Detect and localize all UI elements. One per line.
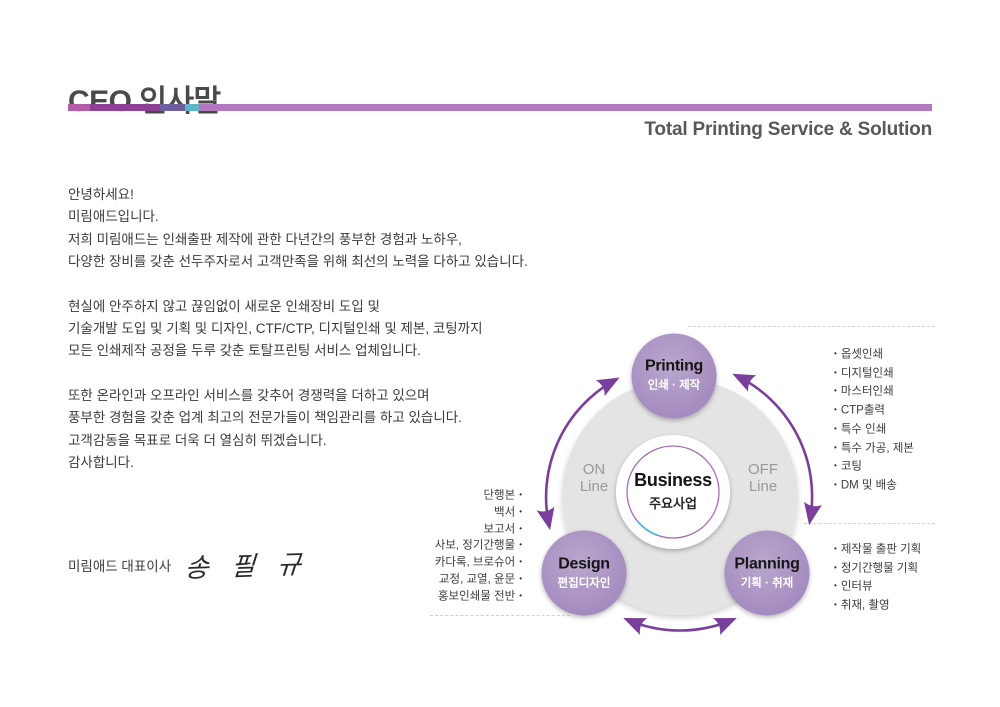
center-circle <box>616 435 730 549</box>
greeting-line: 기술개발 도입 및 기획 및 디자인, CTF/CTP, 디지털인쇄 및 제본,… <box>68 321 483 337</box>
greeting-line: 안녕하세요! <box>68 187 134 202</box>
online-label: ON Line <box>580 461 608 495</box>
design-node-label: Design 편집디자인 <box>558 556 611 591</box>
planning-label-ko: 기획 · 취재 <box>740 577 794 590</box>
divider-segment <box>185 104 199 111</box>
business-cycle-diagram: Business 주요사업 ON Line OFF Line Printing … <box>430 318 935 683</box>
center-ring <box>626 445 720 539</box>
tagline: Total Printing Service & Solution <box>644 119 932 140</box>
page-title: CEO 인사말 <box>68 85 221 119</box>
greeting-line: 다양한 장비를 갖춘 선두주자로서 고객만족을 위해 최선의 노력을 다하고 있… <box>68 254 528 270</box>
design-service-item: 백서 <box>430 504 522 521</box>
center-label-ko: 주요사업 <box>649 496 697 511</box>
cycle-arrow-bottom <box>623 617 737 635</box>
greeting-line: 현실에 안주하지 않고 끊임없이 새로운 인쇄장비 도입 및 <box>68 298 380 314</box>
printing-label-ko: 인쇄 · 제작 <box>647 379 701 392</box>
signature-name: 송 필 규 <box>183 549 310 585</box>
offline-label-line: OFF <box>748 461 778 478</box>
cycle-arrow-left <box>536 377 620 531</box>
dashed-guide-line <box>430 615 570 616</box>
planning-service-item: 인터뷰 <box>834 577 921 596</box>
ring-cyan-accent <box>637 521 658 537</box>
design-service-item: 카다록, 브로슈어 <box>430 554 522 571</box>
greeting-text: 안녕하세요! 미림애드입니다. 저희 미림애드는 인쇄출판 제작에 관한 다년간의 … <box>68 184 528 496</box>
design-service-item: 보고서 <box>430 521 522 538</box>
divider-segment <box>199 104 932 111</box>
design-service-item: 사보, 정기간행물 <box>430 537 522 554</box>
planning-label-en: Planning <box>734 555 800 573</box>
dashed-guide-line <box>688 326 935 327</box>
planning-service-item: 취재, 촬영 <box>834 596 921 615</box>
cycle-arrow-right <box>732 373 822 526</box>
center-label-en: Business <box>634 470 712 490</box>
greeting-line: 저희 미림애드는 인쇄출판 제작에 관한 다년간의 풍부한 경험과 노하우, <box>68 231 462 247</box>
design-service-item: 홍보인쇄물 전반 <box>430 588 522 605</box>
divider-segment <box>90 104 160 111</box>
design-service-item: 단행본 <box>430 487 522 504</box>
printing-label-en: Printing <box>644 357 704 375</box>
online-label-line: ON <box>582 461 606 478</box>
divider-segment <box>160 104 185 111</box>
diagram-graphic <box>536 333 822 635</box>
printing-node-label: Printing 인쇄 · 제작 <box>645 358 703 393</box>
design-label-en: Design <box>558 555 610 573</box>
printing-service-item: 옵셋인쇄 <box>834 345 914 364</box>
greeting-line: 풍부한 경험을 갖춘 업계 최고의 전문가들이 책임관리를 하고 있습니다. <box>68 410 462 426</box>
planning-service-list: 제작물 출판 기획정기간행물 기획인터뷰취재, 촬영 <box>834 540 921 615</box>
greeting-line: 또한 온라인과 오프라인 서비스를 갖추어 경쟁력을 더하고 있으며 <box>68 387 430 403</box>
dashed-guide-line <box>804 523 935 524</box>
offline-label-line: Line <box>748 478 778 495</box>
planning-service-item: 제작물 출판 기획 <box>834 540 921 559</box>
greeting-line: 미림애드입니다. <box>68 209 159 225</box>
printing-service-item: 특수 가공, 제본 <box>834 439 914 458</box>
signature-prefix: 미림애드 대표이사 <box>68 558 172 574</box>
center-label: Business 주요사업 <box>634 470 712 512</box>
greeting-line: 감사합니다. <box>68 455 134 471</box>
design-label-ko: 편집디자인 <box>557 577 611 590</box>
printing-service-item: 마스터인쇄 <box>834 382 914 401</box>
signature-block: 미림애드 대표이사 송 필 규 <box>68 546 310 585</box>
printing-service-item: 특수 인쇄 <box>834 420 914 439</box>
printing-service-item: 디지털인쇄 <box>834 364 914 383</box>
offline-label: OFF Line <box>748 461 778 495</box>
divider-segment <box>68 104 90 111</box>
divider-bar <box>68 104 932 111</box>
online-label-line: Line <box>579 478 609 495</box>
greeting-paragraph: 안녕하세요! 미림애드입니다. 저희 미림애드는 인쇄출판 제작에 관한 다년간의 … <box>68 184 528 274</box>
greeting-line: 모든 인쇄제작 공정을 두루 갖춘 토탈프린팅 서비스 업체입니다. <box>68 343 421 359</box>
printing-service-item: DM 및 배송 <box>834 476 914 495</box>
design-service-item: 교정, 교열, 윤문 <box>430 571 522 588</box>
greeting-line: 고객감동을 목표로 더욱 더 열심히 뛰겠습니다. <box>68 432 327 448</box>
printing-service-item: 코팅 <box>834 457 914 476</box>
design-circle <box>541 530 627 616</box>
planning-service-item: 정기간행물 기획 <box>834 559 921 578</box>
printing-service-item: CTP출력 <box>834 401 914 420</box>
printing-circle <box>631 333 717 419</box>
printing-service-list: 옵셋인쇄디지털인쇄마스터인쇄CTP출력특수 인쇄특수 가공, 제본코팅DM 및 … <box>834 345 914 495</box>
planning-circle <box>724 530 810 616</box>
planning-node-label: Planning 기획 · 취재 <box>734 556 799 591</box>
design-service-list: 단행본백서보고서사보, 정기간행물카다록, 브로슈어교정, 교열, 윤문홍보인쇄… <box>430 487 522 605</box>
